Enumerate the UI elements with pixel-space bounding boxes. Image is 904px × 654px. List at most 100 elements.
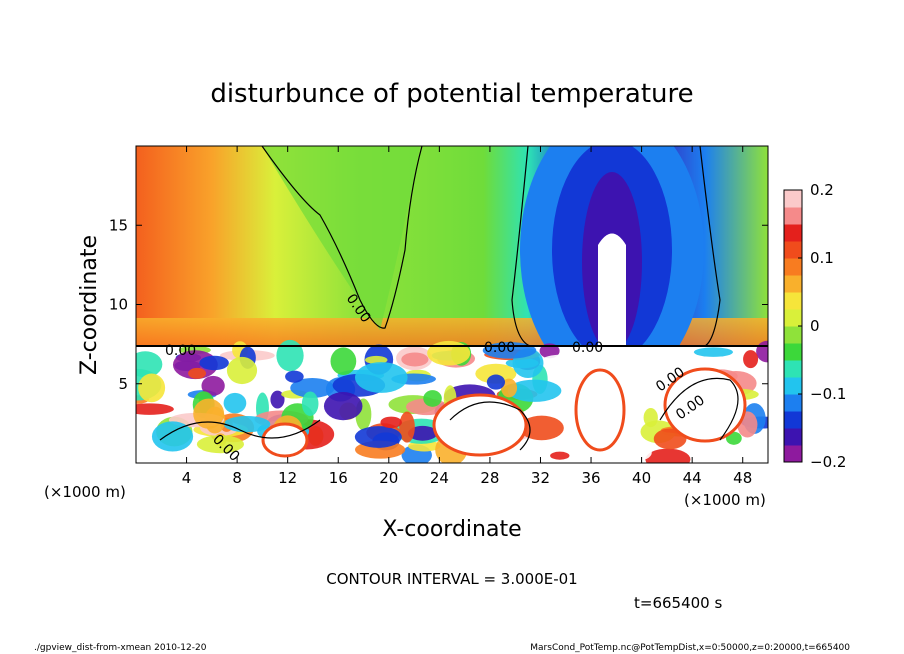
lower-blob: [539, 343, 560, 359]
contour-lines: [136, 146, 768, 451]
x-unit-right: (×1000 m): [684, 491, 766, 509]
colorbar-swatch: [784, 258, 802, 276]
colorbar-swatch: [784, 343, 802, 361]
lower-blob: [743, 350, 759, 369]
colorbar-swatch: [784, 360, 802, 378]
colorbar-ticks: 0.2 0.1 0 −0.1 −0.2: [798, 181, 846, 471]
lower-blob: [223, 392, 247, 414]
lower-white-cell: [261, 422, 309, 458]
y-tick-label: 5: [118, 375, 128, 393]
lower-blob: [541, 354, 586, 367]
lower-blob: [629, 444, 652, 460]
colorbar-swatch: [784, 224, 802, 242]
lower-blobs: [136, 339, 768, 463]
x-tick-label: 32: [531, 469, 550, 487]
lower-blob: [193, 398, 225, 429]
lower-blob: [519, 415, 564, 441]
lower-blob: [380, 416, 402, 429]
lower-contour-3: [659, 377, 739, 441]
x-tick-label: 4: [182, 469, 192, 487]
lower-contour-1: [159, 419, 321, 441]
colorbar-swatch: [784, 411, 802, 429]
y-tick-label: 10: [109, 296, 128, 314]
colorbar-swatch: [784, 377, 802, 395]
time-label: t=665400 s: [634, 594, 722, 612]
lower-blob: [645, 448, 691, 463]
colorbar-swatch: [784, 326, 802, 344]
colorbar-tick-label: 0.2: [810, 181, 834, 199]
cold-plume-core: [598, 233, 626, 345]
colorbar-swatch: [784, 428, 802, 446]
lower-white-cell: [663, 367, 747, 443]
contour-interval: CONTOUR INTERVAL = 3.000E-01: [326, 570, 577, 588]
colorbar-swatch: [784, 309, 802, 327]
contour-line-far-right: [699, 146, 721, 347]
colorbar-swatch: [784, 241, 802, 259]
lower-blob: [188, 367, 207, 379]
lower-blob: [201, 375, 225, 396]
colorbar: [784, 190, 802, 463]
lower-blob: [136, 403, 174, 415]
lower-blob: [501, 378, 518, 398]
green-trough: [262, 146, 420, 330]
x-tick-label: 40: [632, 469, 651, 487]
y-tick-label: 15: [109, 216, 128, 234]
colorbar-swatch: [784, 445, 802, 463]
colorbar-tick-label: −0.2: [810, 453, 846, 471]
y-axis-label: Z-coordinate: [77, 235, 102, 375]
lower-blob: [355, 362, 408, 393]
lower-blob: [507, 379, 562, 402]
lower-blob: [643, 408, 658, 428]
footer-left: ./gpview_dist-from-xmean 2010-12-20: [34, 643, 207, 653]
lower-white-cell: [432, 393, 528, 457]
lower-white-cell: [574, 368, 626, 452]
lower-blob: [407, 425, 438, 441]
lower-blob: [290, 378, 335, 398]
chart-title: disturbunce of potential temperature: [210, 79, 693, 109]
lower-blob: [365, 355, 388, 364]
x-tick-label: 44: [683, 469, 702, 487]
colorbar-swatch: [784, 292, 802, 310]
x-axis: 4 8 12 16 20 24 28 32 36 40 44 48: [182, 146, 752, 487]
x-tick-label: 20: [379, 469, 398, 487]
lower-blob: [401, 352, 429, 367]
lower-blob: [285, 370, 304, 383]
contour-line-left: [261, 146, 423, 329]
x-unit-left: (×1000 m): [44, 483, 126, 501]
x-tick-label: 36: [581, 469, 600, 487]
colorbar-tick-label: 0.1: [810, 249, 834, 267]
colorbar-swatch: [784, 207, 802, 225]
x-tick-label: 28: [480, 469, 499, 487]
x-axis-label: X-coordinate: [382, 517, 521, 542]
lower-blob: [270, 390, 285, 409]
lower-blob: [427, 340, 471, 366]
lower-blob: [323, 392, 363, 421]
x-tick-label: 16: [329, 469, 348, 487]
lower-blob: [486, 374, 506, 390]
footer-right: MarsCond_PotTemp.nc@PotTempDist,x=0:5000…: [530, 643, 850, 653]
lower-blob: [693, 347, 733, 357]
x-tick-label: 12: [278, 469, 297, 487]
y-axis: 5 10 15: [109, 216, 768, 393]
lower-blob: [423, 390, 442, 407]
colorbar-swatch: [784, 275, 802, 293]
lower-blob: [226, 356, 258, 385]
lower-blob: [756, 340, 768, 363]
lower-blob: [138, 373, 166, 403]
contour-label: 0.00: [484, 340, 515, 356]
lower-blob: [196, 435, 245, 454]
x-tick-label: 48: [733, 469, 752, 487]
x-tick-label: 8: [232, 469, 242, 487]
lower-blob: [276, 339, 304, 372]
lower-blob: [475, 363, 517, 384]
lower-blob: [550, 451, 570, 460]
contour-line-right: [511, 146, 531, 347]
lower-contour-2: [449, 401, 531, 451]
plot-area: 0.00 0.00 0.00 0.00 0.00 0.00 0.00: [136, 146, 768, 463]
contour-label: 0.00: [165, 343, 196, 359]
lower-blob: [151, 421, 194, 452]
lower-blob: [330, 347, 357, 376]
colorbar-swatch: [784, 190, 802, 208]
colorbar-swatch: [784, 394, 802, 412]
lower-blob: [399, 411, 415, 443]
